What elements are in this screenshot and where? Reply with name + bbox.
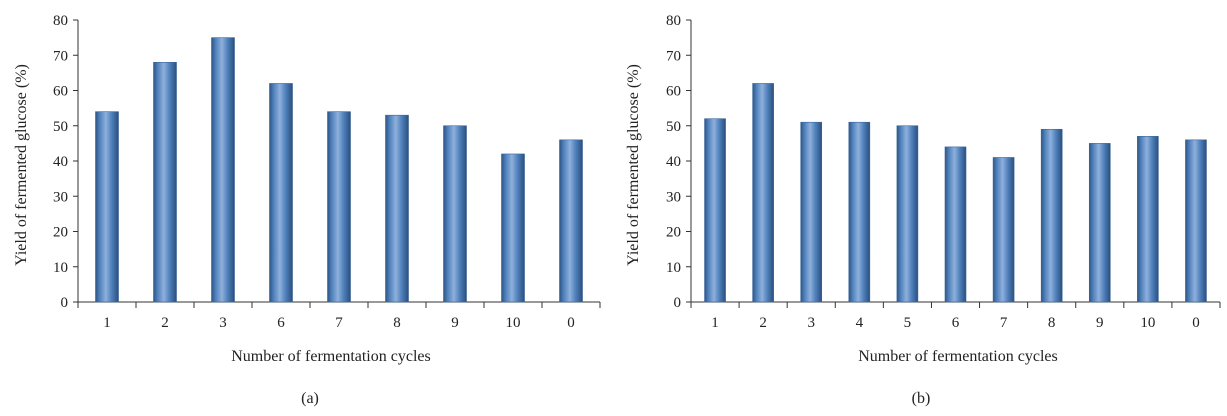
y-tick-label: 70 xyxy=(666,48,681,64)
bar-1 xyxy=(704,118,726,303)
bar-7 xyxy=(327,111,351,303)
x-tick-label: 9 xyxy=(1096,315,1104,331)
bar-8 xyxy=(385,114,409,303)
bar-6 xyxy=(269,83,293,303)
bar-5 xyxy=(896,125,919,303)
x-tick-label: 2 xyxy=(161,315,169,331)
y-tick-label: 0 xyxy=(674,295,682,311)
x-tick-label: 9 xyxy=(451,315,459,331)
panel-caption: (b) xyxy=(912,390,931,407)
y-tick-label: 50 xyxy=(666,119,681,135)
x-tick-label: 3 xyxy=(219,315,227,331)
x-tick-label: 1 xyxy=(711,315,719,331)
x-tick-label: 10 xyxy=(1140,315,1155,331)
panel-caption: (a) xyxy=(301,390,319,407)
bar-0 xyxy=(559,139,583,303)
bar-6 xyxy=(944,146,967,303)
y-tick-label: 30 xyxy=(666,189,681,205)
chart-panel-b: Yield of fermented glucose (%) Number of… xyxy=(614,0,1227,411)
bar-chart-b: Yield of fermented glucose (%) Number of… xyxy=(625,13,1221,407)
bar-3 xyxy=(800,121,823,303)
x-tick-label: 6 xyxy=(277,315,285,331)
bar-10 xyxy=(501,153,525,303)
chart-panel-a: Yield of fermented glucose (%) Number of… xyxy=(0,0,614,411)
y-tick-label: 0 xyxy=(61,295,69,311)
y-axis-label: Yield of fermented glucose (%) xyxy=(625,64,642,266)
x-tick-label: 8 xyxy=(1048,315,1056,331)
bar-2 xyxy=(153,61,177,303)
x-tick-label: 6 xyxy=(952,315,960,331)
y-tick-label: 80 xyxy=(666,13,681,29)
x-tick-label: 7 xyxy=(335,315,343,331)
bar-9 xyxy=(443,125,467,303)
x-tick-label: 1 xyxy=(103,315,111,331)
y-tick-label: 80 xyxy=(53,13,68,29)
x-tick-label: 3 xyxy=(807,315,815,331)
y-tick-label: 60 xyxy=(666,84,681,100)
bar-7 xyxy=(992,157,1015,303)
bar-4 xyxy=(848,121,871,303)
x-tick-label: 10 xyxy=(506,315,521,331)
y-tick-label: 40 xyxy=(53,154,68,170)
y-tick-label: 20 xyxy=(53,225,68,241)
y-tick-label: 60 xyxy=(53,84,68,100)
x-tick-label: 5 xyxy=(904,315,912,331)
x-tick-label: 4 xyxy=(856,315,864,331)
x-tick-label: 0 xyxy=(567,315,575,331)
x-tick-label: 2 xyxy=(759,315,767,331)
bar-0 xyxy=(1185,139,1207,303)
x-tick-label: 7 xyxy=(1000,315,1008,331)
x-tick-label: 0 xyxy=(1192,315,1200,331)
x-tick-label: 8 xyxy=(393,315,401,331)
bar-1 xyxy=(95,111,119,303)
bar-3 xyxy=(211,37,235,303)
y-tick-label: 20 xyxy=(666,225,681,241)
bar-chart-a: Yield of fermented glucose (%) Number of… xyxy=(13,13,601,407)
y-tick-label: 50 xyxy=(53,119,68,135)
bar-8 xyxy=(1040,128,1063,303)
x-axis-label: Number of fermentation cycles xyxy=(858,348,1057,365)
bar-2 xyxy=(752,83,774,303)
y-tick-label: 10 xyxy=(53,260,68,276)
bar-10 xyxy=(1137,136,1159,303)
y-tick-label: 70 xyxy=(53,48,68,64)
y-tick-label: 40 xyxy=(666,154,681,170)
y-tick-label: 30 xyxy=(53,189,68,205)
bar-9 xyxy=(1088,143,1111,303)
y-tick-label: 10 xyxy=(666,260,681,276)
y-axis-label: Yield of fermented glucose (%) xyxy=(13,64,30,266)
x-axis-label: Number of fermentation cycles xyxy=(231,348,430,365)
